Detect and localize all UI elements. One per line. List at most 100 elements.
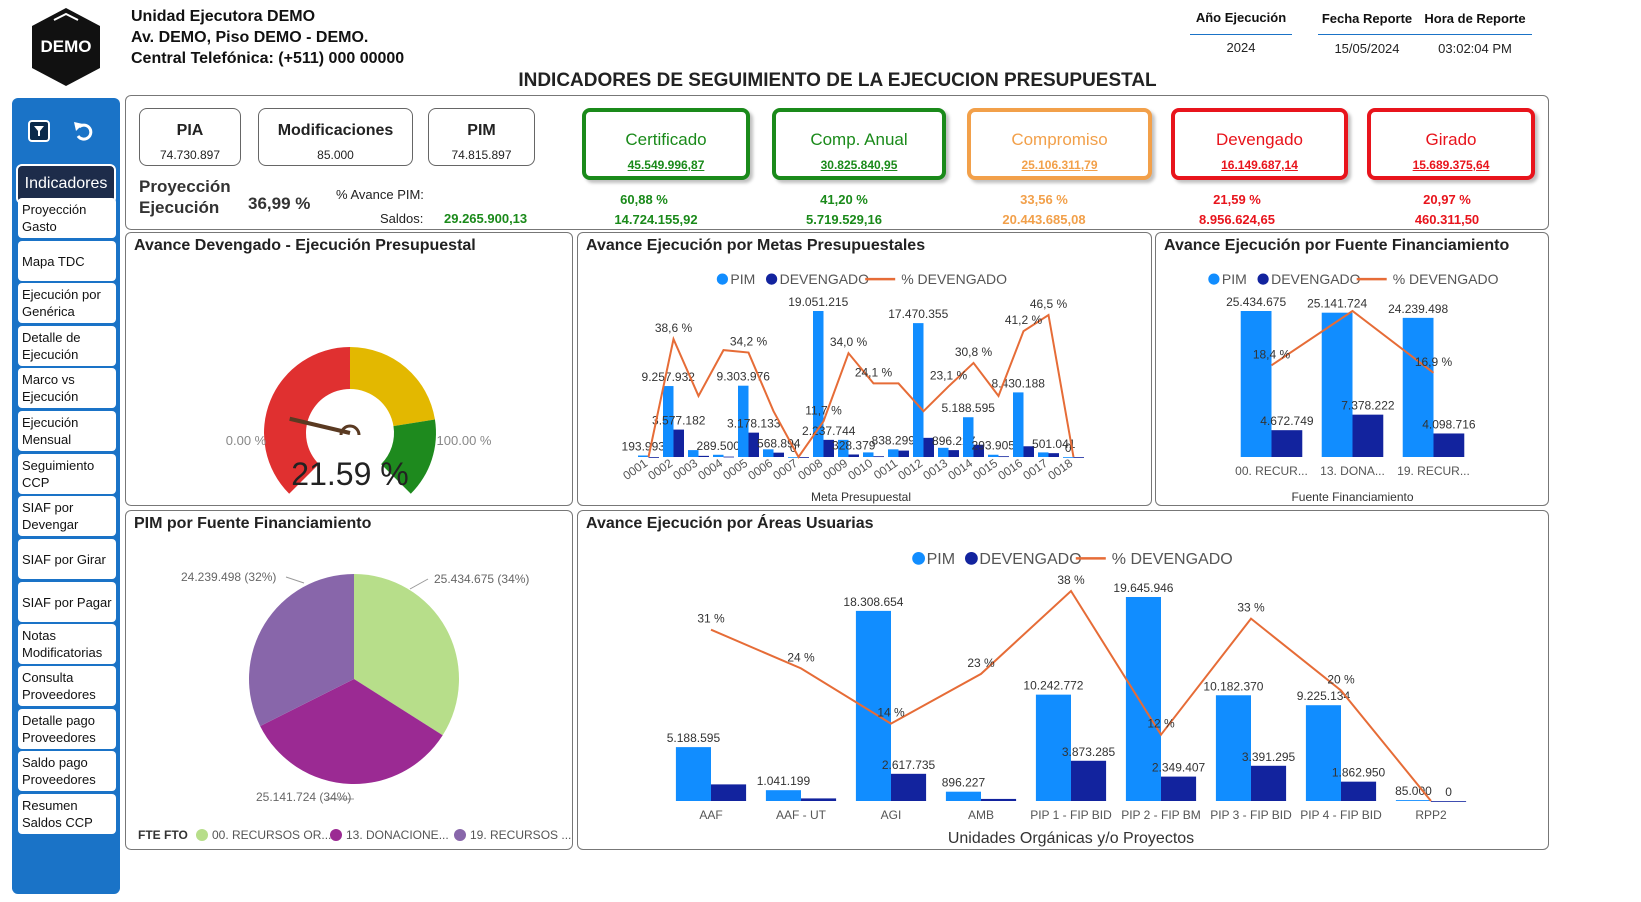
x-tick-label: 0014 bbox=[945, 456, 975, 483]
x-tick-label: 0013 bbox=[920, 456, 950, 483]
bar-pim bbox=[788, 457, 799, 458]
nav-item[interactable]: Consulta Proveedores bbox=[18, 666, 116, 706]
nav-item[interactable]: Proyección Gasto bbox=[18, 198, 116, 238]
bar-pim bbox=[688, 450, 699, 457]
bar-pim bbox=[863, 452, 874, 457]
x-tick-label: 0017 bbox=[1020, 456, 1050, 483]
label-pim: 289.500 bbox=[697, 439, 741, 453]
legend-label: DEVENGADO bbox=[1271, 271, 1361, 287]
label-pim: 18.308.654 bbox=[843, 595, 903, 609]
date-label: Fecha Reporte bbox=[1321, 11, 1413, 26]
nav-item[interactable]: Detalle pago Proveedores bbox=[18, 709, 116, 749]
legend-marker bbox=[716, 273, 728, 285]
label-pim: 896.227 bbox=[942, 776, 986, 790]
reset-icon[interactable] bbox=[70, 118, 98, 144]
gauge-title: Avance Devengado - Ejecución Presupuesta… bbox=[134, 237, 476, 254]
nav-item[interactable]: Ejecución Mensual bbox=[18, 411, 116, 451]
bar-devengado bbox=[891, 773, 927, 801]
bar-devengado bbox=[798, 457, 809, 458]
label-pct: 38,6 % bbox=[655, 321, 693, 335]
bar-pim bbox=[763, 449, 774, 457]
label-pct: 34,0 % bbox=[830, 335, 868, 349]
proyeccion-label: Proyección Ejecución bbox=[139, 177, 231, 217]
stage-girado-value: 15.689.375,64 bbox=[1412, 158, 1490, 172]
stage-certificado: Certificado 45.549.996,87 bbox=[582, 108, 750, 180]
bar-pim bbox=[1063, 457, 1074, 458]
legend-label: PIM bbox=[730, 271, 755, 287]
nav-item[interactable]: Saldo pago Proveedores bbox=[18, 751, 116, 791]
x-tick-label: 0018 bbox=[1045, 456, 1075, 483]
bar-devengado bbox=[1352, 414, 1384, 457]
stage-comp-anual-label: Comp. Anual bbox=[810, 130, 908, 149]
filter-icon[interactable] bbox=[28, 120, 50, 142]
bar-pim bbox=[738, 385, 749, 457]
label-pct: 24 % bbox=[787, 650, 815, 664]
bar-devengado bbox=[1433, 433, 1465, 457]
label-pct: 23,1 % bbox=[930, 368, 968, 382]
nav-item[interactable]: Ejecución por Genérica bbox=[18, 283, 116, 323]
bar-devengado bbox=[748, 432, 759, 457]
label-pct: 31 % bbox=[697, 612, 725, 626]
legend-label: PIM bbox=[1222, 271, 1247, 287]
gauge-min-label: 0.00 % bbox=[226, 433, 267, 448]
nav-item[interactable]: SIAF por Pagar bbox=[18, 582, 116, 622]
label-devengado: 3.178.133 bbox=[727, 417, 781, 431]
bar-pim bbox=[988, 454, 999, 457]
stage-certificado-label: Certificado bbox=[625, 130, 707, 149]
x-tick-label: PIP 4 - FIP BID bbox=[1300, 808, 1382, 822]
label-pim: 85.000 bbox=[1395, 784, 1432, 798]
label-pim: 293.905 bbox=[972, 439, 1016, 453]
x-tick-label: 0015 bbox=[970, 456, 1000, 483]
legend-label: DEVENGADO bbox=[979, 551, 1081, 568]
bar-pim bbox=[1321, 312, 1353, 457]
stage-girado: Girado 15.689.375,64 bbox=[1367, 108, 1535, 180]
date-value: 15/05/2024 bbox=[1334, 41, 1400, 56]
bar-devengado bbox=[711, 784, 747, 801]
label-pim: 5.188.595 bbox=[667, 731, 721, 745]
legend-marker bbox=[1208, 273, 1220, 285]
label-pim: 1.041.199 bbox=[757, 774, 811, 788]
panel-pie: PIM por Fuente Financiamiento 25.434.675… bbox=[125, 510, 573, 850]
bar-pim bbox=[913, 323, 924, 457]
x-tick-label: PIP 2 - FIP BM bbox=[1121, 808, 1201, 822]
nav-item[interactable]: Detalle de Ejecución bbox=[18, 326, 116, 366]
nav-item[interactable]: SIAF por Devengar bbox=[18, 496, 116, 536]
nav-item[interactable]: Notas Modificatorias bbox=[18, 624, 116, 664]
nav-item[interactable]: SIAF por Girar bbox=[18, 539, 116, 579]
label-devengado: 3.577.182 bbox=[652, 414, 706, 428]
stage-comp-anual-value: 30.825.840,95 bbox=[820, 158, 898, 172]
nav-item[interactable]: Marco vs Ejecución bbox=[18, 368, 116, 408]
x-tick-label: AAF - UT bbox=[776, 808, 827, 822]
page-title: INDICADORES DE SEGUIMIENTO DE LA EJECUCI… bbox=[518, 70, 1157, 91]
saldo-certificado: 14.724.155,92 bbox=[614, 212, 698, 227]
time-label: Hora de Reporte bbox=[1424, 11, 1526, 26]
saldo-compromiso: 20.443.685,08 bbox=[1002, 212, 1086, 227]
bar-devengado bbox=[1341, 781, 1377, 801]
nav-item[interactable]: Mapa TDC bbox=[18, 241, 116, 281]
x-tick-label: PIP 3 - FIP BID bbox=[1210, 808, 1292, 822]
label-pct: 18,4 % bbox=[1253, 347, 1291, 361]
saldos-value: 29.265.900,13 bbox=[444, 211, 528, 226]
bar-devengado bbox=[773, 452, 784, 457]
bar-pim bbox=[888, 449, 899, 457]
label-devengado: 1.862.950 bbox=[1332, 766, 1386, 780]
nav-item[interactable]: Seguimiento CCP bbox=[18, 454, 116, 494]
stage-compromiso-value: 25.106.311,79 bbox=[1021, 158, 1098, 172]
saldo-comp-anual: 5.719.529,16 bbox=[806, 212, 882, 227]
stage-compromiso: Compromiso 25.106.311,79 bbox=[967, 108, 1152, 180]
bar-pim bbox=[963, 417, 974, 457]
x-tick-label: 0016 bbox=[995, 456, 1025, 483]
pie-slice-label: 25.434.675 (34%) bbox=[434, 572, 529, 586]
nav-item[interactable]: Resumen Saldos CCP bbox=[18, 794, 116, 834]
label-devengado: 3.391.295 bbox=[1242, 750, 1296, 764]
year-value: 2024 bbox=[1226, 40, 1256, 55]
bar-pim bbox=[1035, 694, 1071, 801]
label-devengado: 3.873.285 bbox=[1062, 745, 1116, 759]
pct-devengado: 21,59 % bbox=[1213, 192, 1261, 207]
logo-text: DEMO bbox=[41, 37, 92, 56]
kpi-panel bbox=[125, 95, 1549, 230]
bar-devengado bbox=[1161, 776, 1197, 801]
pie-slice-label: 25.141.724 (34%) bbox=[256, 790, 351, 804]
label-pct: 20 % bbox=[1327, 672, 1355, 686]
bar-devengado bbox=[1071, 760, 1107, 801]
